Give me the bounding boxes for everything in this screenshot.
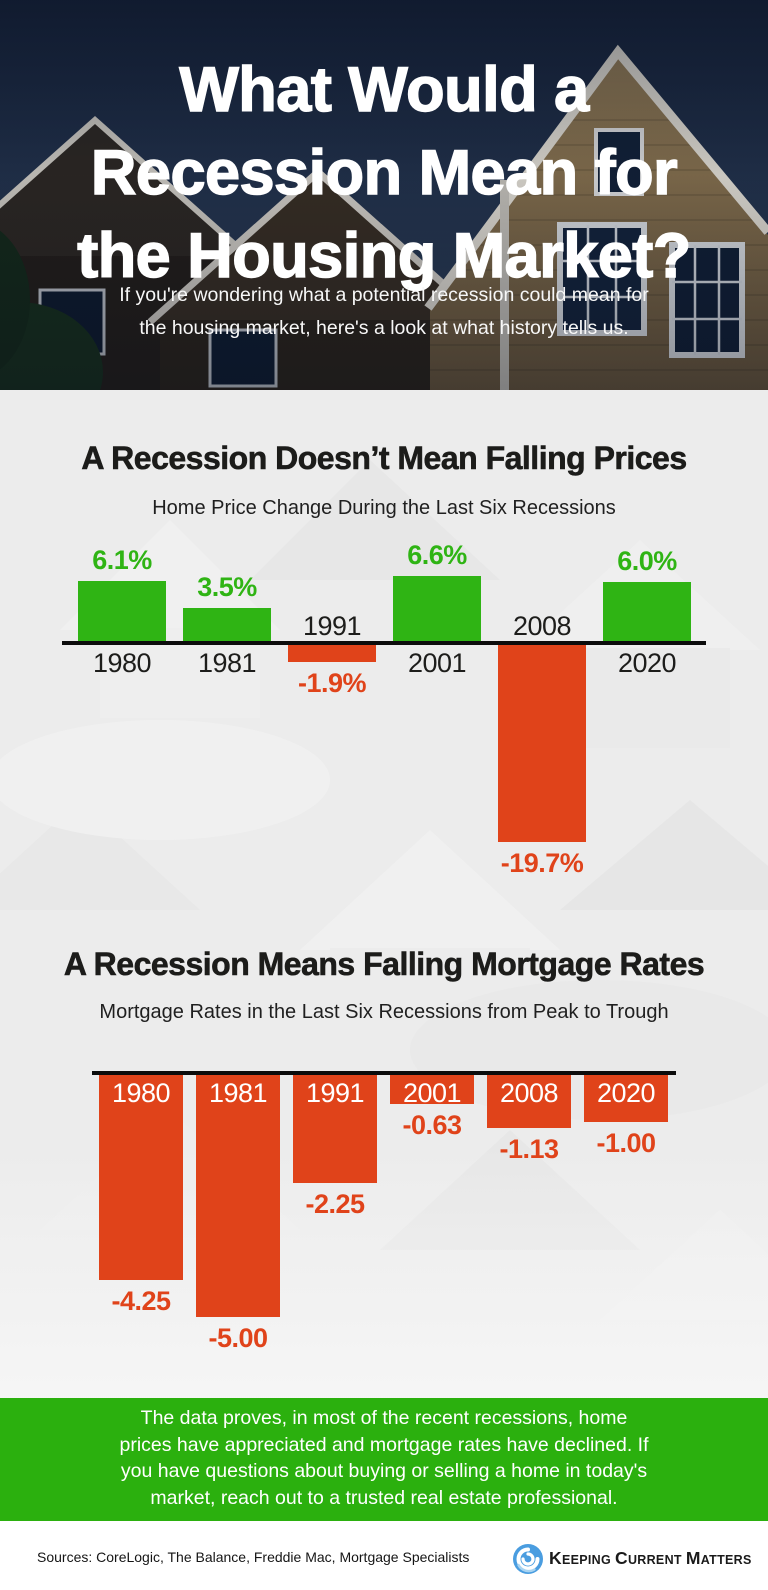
- rate-value-label-1991: -2.25: [305, 1189, 365, 1219]
- rate-bar-2020: [584, 1073, 668, 1122]
- rate-bar-1980: [99, 1073, 183, 1280]
- sources-text: Sources: CoreLogic, The Balance, Freddie…: [37, 1549, 470, 1565]
- price-value-label-1980: 6.1%: [92, 545, 152, 575]
- price-bar-1991: [288, 643, 376, 662]
- rate-bar-1981: [196, 1073, 280, 1317]
- price-bar-2001: [393, 576, 481, 643]
- house-photo: [0, 0, 768, 390]
- price-chart-title: A Recession Doesn’t Mean Falling Prices: [81, 440, 687, 477]
- price-value-label-1981: 3.5%: [197, 572, 257, 602]
- price-year-label-2020: 2020: [617, 648, 677, 678]
- kcm-swirl-icon: [513, 1543, 543, 1574]
- conclusion-text: The data proves, in most of the recent r…: [119, 1407, 649, 1509]
- rate-chart-subtitle: Mortgage Rates in the Last Six Recession…: [99, 1001, 669, 1023]
- rate-bar-2001: [390, 1073, 474, 1104]
- price-year-label-2008: 2008: [512, 611, 572, 641]
- price-chart-axis: [62, 641, 706, 645]
- price-value-label-2008: -19.7%: [500, 848, 584, 878]
- price-chart-subtitle: Home Price Change During the Last Six Re…: [152, 497, 616, 519]
- kcm-logo: Keeping Current Matters: [513, 1543, 756, 1574]
- page-title: What Would a Recession Mean for the Hous…: [76, 54, 692, 292]
- rate-year-label-1980: 1980: [111, 1078, 171, 1108]
- price-bar-1980: [78, 581, 166, 643]
- rate-year-label-2020: 2020: [596, 1078, 656, 1108]
- rate-value-label-1981: -5.00: [208, 1323, 268, 1353]
- rate-year-label-1991: 1991: [305, 1078, 365, 1108]
- rate-value-label-2001: -0.63: [402, 1110, 462, 1140]
- rate-chart-axis: [92, 1071, 676, 1075]
- rate-value-label-1980: -4.25: [111, 1286, 171, 1316]
- kcm-wordmark: Keeping Current Matters: [549, 1548, 756, 1569]
- rate-chart-title: A Recession Means Falling Mortgage Rates: [63, 946, 705, 983]
- price-bar-2020: [603, 582, 691, 643]
- rate-value-label-2008: -1.13: [499, 1134, 559, 1164]
- rate-bar-1991: [293, 1073, 377, 1183]
- rate-year-label-1981: 1981: [208, 1078, 268, 1108]
- mortgage-rates-chart: -4.25 1980 -5.00 1981 -2.25 1991 -0.63 2001 -1.1…: [0, 1040, 768, 1370]
- rate-bar-2008: [487, 1073, 571, 1128]
- kcm-word-matters: Matters: [685, 1548, 752, 1568]
- rate-year-label-2008: 2008: [499, 1078, 559, 1108]
- kcm-word-current: Current: [615, 1548, 682, 1568]
- price-year-label-2001: 2001: [407, 648, 467, 678]
- price-year-label-1980: 1980: [92, 648, 152, 678]
- page-subtitle: If you're wondering what a potential rec…: [119, 284, 649, 339]
- price-value-label-2020: 6.0%: [617, 546, 677, 576]
- rate-value-label-2020: -1.00: [596, 1128, 656, 1158]
- home-price-change-chart: 6.1% 1980 3.5% 1981 -1.9% 1991 6.6% 2001 -19.7% 2…: [0, 530, 768, 900]
- price-year-label-1991: 1991: [302, 611, 362, 641]
- kcm-word-keeping: Keeping: [549, 1548, 611, 1568]
- rate-year-label-2001: 2001: [402, 1078, 462, 1108]
- price-bar-1981: [183, 608, 271, 643]
- footer: Sources: CoreLogic, The Balance, Freddie…: [0, 1521, 768, 1590]
- header: What Would a Recession Mean for the Hous…: [0, 0, 768, 390]
- main-section: A Recession Doesn’t Mean Falling Prices …: [0, 390, 768, 1398]
- price-value-label-1991: -1.9%: [297, 668, 367, 698]
- price-value-label-2001: 6.6%: [407, 540, 467, 570]
- conclusion-banner: The data proves, in most of the recent r…: [0, 1398, 768, 1521]
- price-year-label-1981: 1981: [197, 648, 257, 678]
- price-bar-2008: [498, 643, 586, 842]
